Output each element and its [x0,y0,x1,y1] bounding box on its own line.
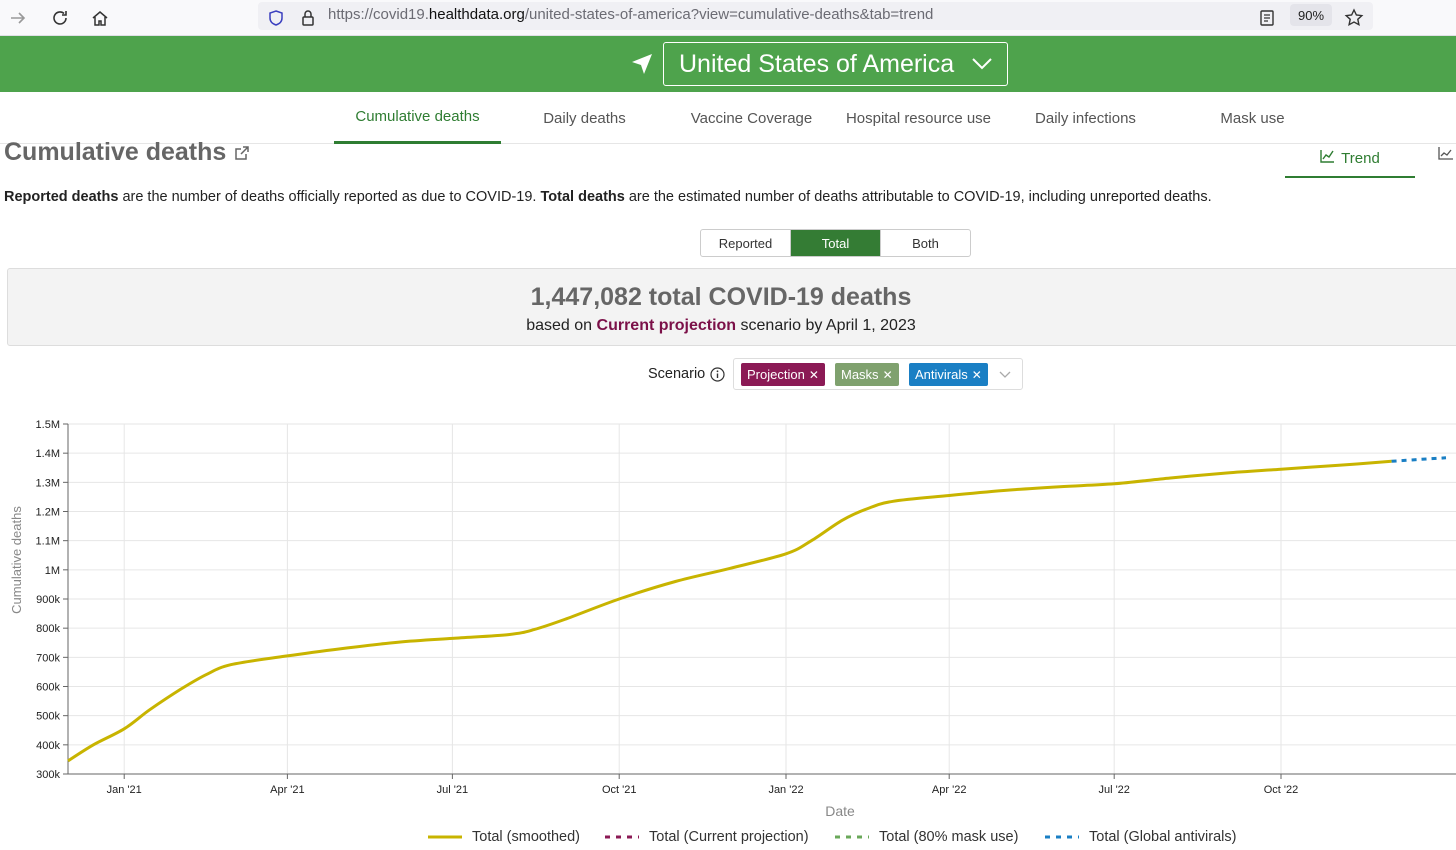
area-chart-view-icon[interactable] [1438,146,1454,165]
reload-icon[interactable] [46,4,74,32]
tab-daily-infections[interactable]: Daily infections [1035,109,1136,127]
cumulative-deaths-chart: 300k 400k 500k 600k 700k 800k 900k 1M 1.1M 1.2M 1.… [36,419,1456,796]
chip-projection[interactable]: Projection ✕ [741,363,825,386]
legend-swatch [835,835,869,839]
tab-vaccine-coverage[interactable]: Vaccine Coverage [690,109,813,127]
lock-icon[interactable] [294,4,322,32]
y-tick-label: 1.3M [36,477,60,489]
series-line-3 [1391,456,1447,463]
chip-masks[interactable]: Masks ✕ [835,363,899,386]
tab-cumulative-deaths[interactable]: Cumulative deaths [334,92,501,144]
external-link-icon[interactable] [235,146,249,165]
y-tick-label: 700k [36,652,60,664]
y-axis-label: Cumulative deaths [9,506,24,614]
bookmark-star-icon[interactable] [1340,4,1368,32]
page-title: Cumulative deaths [4,138,227,166]
legend-swatch [1045,835,1079,839]
series-line-0 [67,459,1392,763]
view-tab-trend-label: Trend [1341,149,1380,167]
y-tick-label: 500k [36,711,60,723]
y-tick-label: 400k [36,740,60,752]
view-tab-trend[interactable]: Trend [1285,140,1415,178]
x-tick-label: Oct '22 [1264,784,1299,796]
x-tick-label: Jan '21 [107,784,142,796]
toggle-both[interactable]: Both [912,235,939,251]
legend-item-smoothed[interactable]: Total (smoothed) [428,829,580,845]
remove-chip-icon[interactable]: ✕ [808,367,819,382]
location-select[interactable]: United States of America [663,42,1008,86]
browser-toolbar: https://covid19.healthdata.org/united-st… [0,0,1456,36]
y-tick-label: 1.4M [36,448,60,460]
tracking-shield-icon[interactable] [262,4,290,32]
tab-mask-use[interactable]: Mask use [1220,109,1285,127]
legend-item-global-antivirals[interactable]: Total (Global antivirals) [1045,829,1236,845]
y-tick-label: 800k [36,623,60,635]
home-icon[interactable] [86,4,114,32]
zoom-level[interactable]: 90% [1290,4,1332,26]
y-axis-label-text: Cumulative deaths [9,506,24,614]
toggle-total[interactable]: Total [791,230,881,256]
forward-icon[interactable] [4,4,32,32]
summary-scenario-text: based on Current projection scenario by … [526,317,916,334]
y-tick-label: 900k [36,594,60,606]
x-tick-label: Jul '22 [1098,784,1129,796]
topic-tabs: Cumulative deaths Daily deaths Vaccine C… [0,92,1456,144]
chart-legend: Total (smoothed) Total (Current projecti… [0,829,1456,849]
scenario-select[interactable]: Projection ✕ Masks ✕ Antivirals ✕ [733,358,1023,390]
scenario-label: Scenario [648,366,706,382]
location-arrow-icon[interactable] [630,52,654,76]
x-tick-label: Apr '21 [270,784,305,796]
legend-item-mask-use[interactable]: Total (80% mask use) [835,829,1018,845]
location-header: United States of America [0,36,1456,92]
info-icon[interactable] [710,367,725,387]
reader-view-icon[interactable] [1253,4,1281,32]
toggle-reported[interactable]: Reported [701,230,791,256]
trend-chart-icon [1320,149,1335,167]
legend-swatch [605,835,639,839]
url-text: https://covid19.healthdata.org/united-st… [328,6,934,23]
y-tick-label: 300k [36,769,60,781]
summary-panel: 1,447,082 total COVID-19 deaths based on… [7,268,1456,346]
y-tick-label: 1.2M [36,507,60,519]
tab-daily-deaths[interactable]: Daily deaths [543,109,626,127]
legend-swatch [428,835,462,839]
x-tick-label: Oct '21 [602,784,637,796]
tab-hospital-resource-use[interactable]: Hospital resource use [845,109,992,127]
y-tick-label: 1.1M [36,536,60,548]
remove-chip-icon[interactable]: ✕ [971,367,982,382]
y-tick-label: 1.5M [36,419,60,431]
chevron-down-icon[interactable] [998,367,1012,386]
description-text: Reported deaths are the number of deaths… [4,189,1212,205]
total-deaths-summary: 1,447,082 total COVID-19 deaths [530,283,912,311]
x-tick-label: Jan '22 [768,784,803,796]
chevron-down-icon [971,53,993,82]
y-tick-label: 600k [36,682,60,694]
chip-antivirals[interactable]: Antivirals ✕ [909,363,988,386]
y-tick-label: 1M [45,565,60,577]
x-tick-label: Apr '22 [932,784,967,796]
x-axis-label: Date [825,803,855,819]
legend-item-current-projection[interactable]: Total (Current projection) [605,829,809,845]
address-bar[interactable] [258,2,1373,30]
x-tick-label: Jul '21 [437,784,468,796]
location-name: United States of America [679,49,955,78]
measure-toggle: Reported Total Both [700,229,971,257]
remove-chip-icon[interactable]: ✕ [882,367,893,382]
